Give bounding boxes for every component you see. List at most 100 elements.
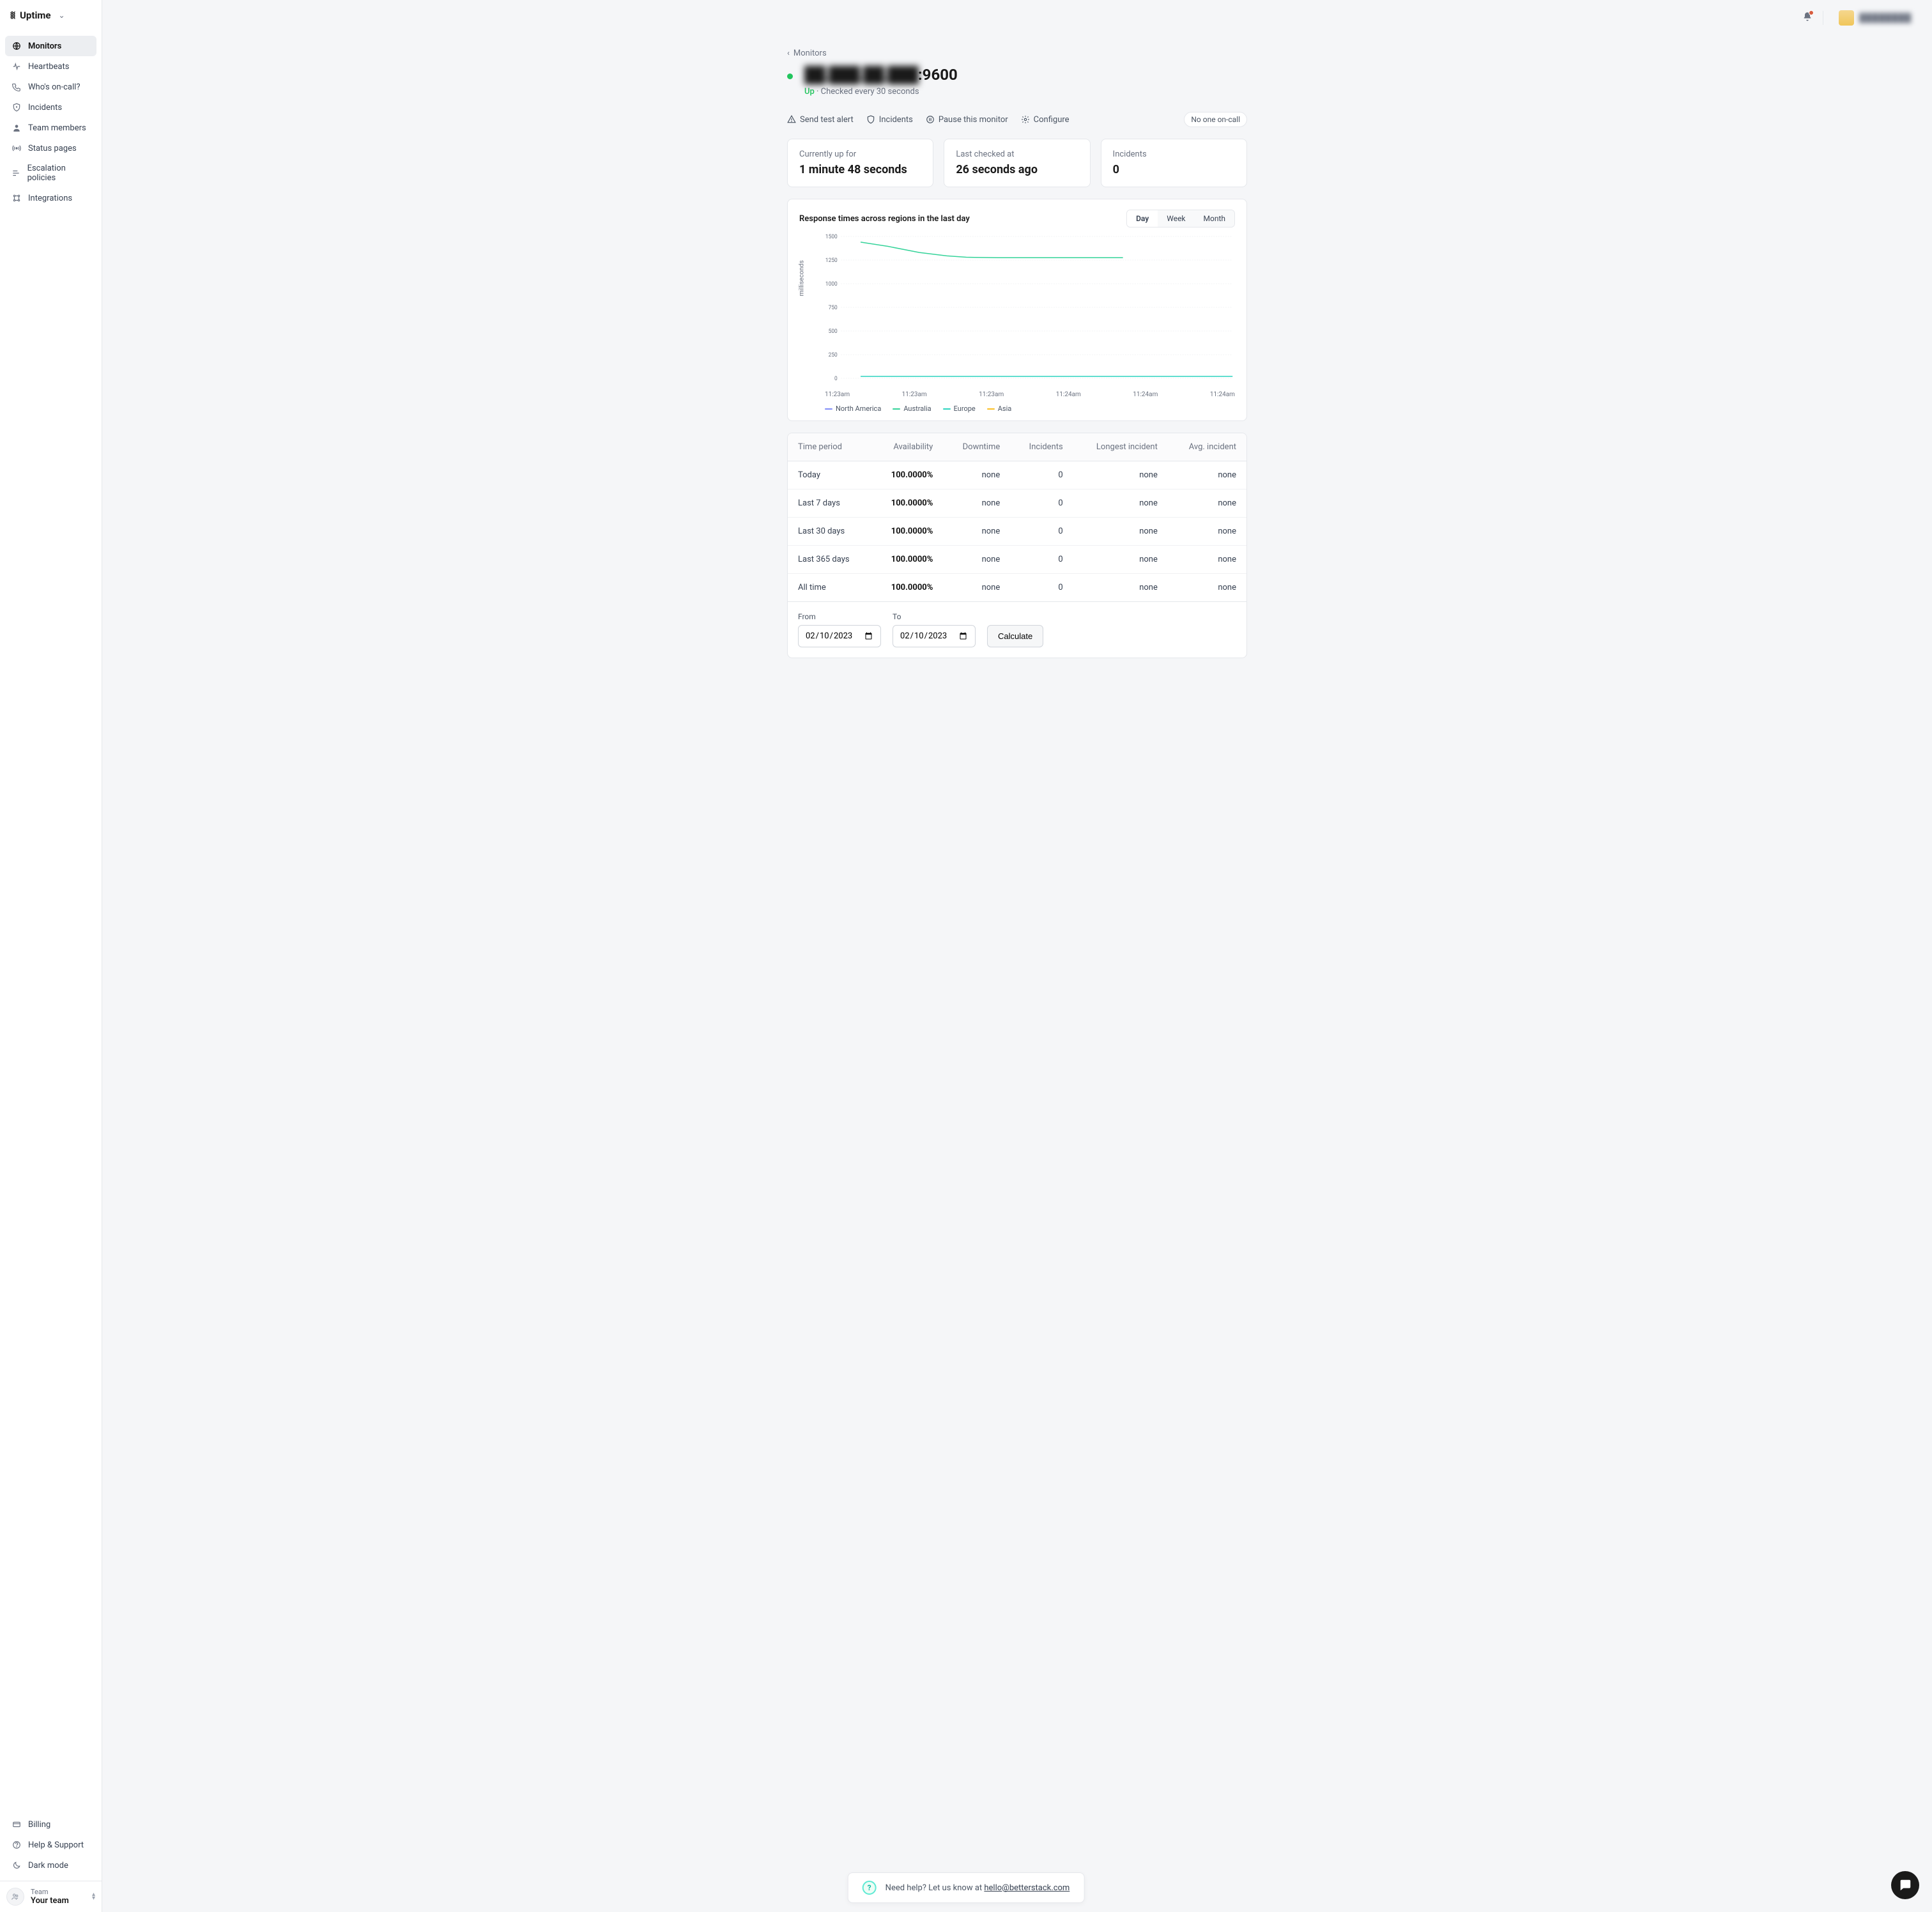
sidebar-item-team-members[interactable]: Team members — [5, 118, 96, 138]
stat-value: 0 — [1113, 163, 1235, 176]
sidebar-item-incidents[interactable]: Incidents — [5, 97, 96, 118]
nav-label: Status pages — [28, 144, 77, 153]
table-row: All time100.0000%none0nonenone — [788, 574, 1246, 602]
globe-icon — [12, 41, 22, 51]
calculate-button[interactable]: Calculate — [987, 625, 1043, 647]
pause-monitor-button[interactable]: Pause this monitor — [926, 115, 1008, 125]
table-cell: 100.0000% — [871, 574, 943, 602]
user-menu[interactable]: ████████ — [1834, 8, 1917, 28]
help-icon: ? — [862, 1881, 877, 1895]
table-header: Incidents — [1010, 433, 1073, 461]
table-cell: 0 — [1010, 518, 1073, 546]
notifications-button[interactable] — [1802, 12, 1813, 24]
table-row: Today100.0000%none0nonenone — [788, 461, 1246, 490]
chart-legend: North America Australia Europe Asia — [799, 398, 1235, 413]
availability-table: Time periodAvailabilityDowntimeIncidents… — [788, 433, 1246, 601]
sidebar-item-who-s-on-call-[interactable]: Who's on-call? — [5, 77, 96, 97]
table-cell: Today — [788, 461, 871, 490]
to-label: To — [893, 612, 976, 621]
sidebar-item-monitors[interactable]: Monitors — [5, 36, 96, 56]
help-banner: ? Need help? Let us know at hello@better… — [848, 1872, 1085, 1903]
stat-cards: Currently up for1 minute 48 secondsLast … — [787, 139, 1247, 187]
table-cell: 100.0000% — [871, 518, 943, 546]
svg-text:750: 750 — [829, 305, 838, 311]
configure-button[interactable]: Configure — [1021, 115, 1070, 125]
to-date-input[interactable] — [893, 625, 976, 647]
nav-label: Billing — [28, 1820, 50, 1830]
sort-icon: ▴▾ — [92, 1893, 95, 1900]
brand-switcher[interactable]: ⧙⧘⧙ Uptime ⌄ — [0, 0, 102, 31]
svg-text:250: 250 — [829, 352, 838, 358]
table-cell: none — [943, 518, 1010, 546]
legend-item[interactable]: North America — [825, 405, 881, 413]
table-cell: 0 — [1010, 461, 1073, 490]
x-tick: 11:23am — [825, 391, 850, 398]
response-time-chart-card: Response times across regions in the las… — [787, 199, 1247, 421]
team-label: Team — [31, 1888, 86, 1896]
x-tick: 11:23am — [979, 391, 1004, 398]
oncall-badge[interactable]: No one on-call — [1184, 112, 1247, 127]
svg-text:0: 0 — [834, 376, 838, 382]
stat-value: 1 minute 48 seconds — [799, 163, 921, 176]
nav-label: Incidents — [28, 103, 62, 112]
flow-icon — [12, 168, 21, 178]
notification-dot-icon — [1809, 10, 1814, 15]
brand-name: Uptime — [20, 10, 50, 21]
moon-icon — [12, 1860, 22, 1870]
range-week-button[interactable]: Week — [1158, 210, 1194, 227]
grid-icon — [12, 193, 22, 203]
legend-item[interactable]: Australia — [893, 405, 931, 413]
nav-label: Team members — [28, 123, 86, 133]
table-cell: Last 7 days — [788, 490, 871, 518]
legend-item[interactable]: Europe — [943, 405, 976, 413]
table-cell: 0 — [1010, 546, 1073, 574]
sidebar-item-integrations[interactable]: Integrations — [5, 188, 96, 208]
sidebar-item-help-support[interactable]: Help & Support — [5, 1835, 96, 1855]
range-month-button[interactable]: Month — [1195, 210, 1234, 227]
sidebar-item-dark-mode[interactable]: Dark mode — [5, 1855, 96, 1876]
table-row: Last 30 days100.0000%none0nonenone — [788, 518, 1246, 546]
legend-swatch-icon — [893, 408, 900, 410]
nav-label: Escalation policies — [27, 164, 90, 183]
phone-icon — [12, 82, 22, 92]
help-email-link[interactable]: hello@betterstack.com — [984, 1883, 1070, 1893]
team-avatar-icon — [6, 1888, 24, 1906]
sidebar-item-billing[interactable]: Billing — [5, 1814, 96, 1835]
chart-title: Response times across regions in the las… — [799, 214, 970, 224]
send-test-alert-button[interactable]: Send test alert — [787, 115, 854, 125]
availability-table-card: Time periodAvailabilityDowntimeIncidents… — [787, 433, 1247, 658]
table-row: Last 7 days100.0000%none0nonenone — [788, 490, 1246, 518]
team-switcher[interactable]: Team Your team ▴▾ — [0, 1881, 102, 1912]
range-day-button[interactable]: Day — [1127, 210, 1158, 227]
table-header: Availability — [871, 433, 943, 461]
legend-item[interactable]: Asia — [987, 405, 1012, 413]
help-text: Need help? Let us know at — [885, 1883, 985, 1893]
sidebar-item-heartbeats[interactable]: Heartbeats — [5, 56, 96, 77]
table-cell: none — [1073, 518, 1168, 546]
sidebar-item-status-pages[interactable]: Status pages — [5, 138, 96, 158]
pause-icon — [926, 115, 935, 124]
sidebar-item-escalation-policies[interactable]: Escalation policies — [5, 158, 96, 188]
breadcrumb-back[interactable]: ‹ Monitors — [787, 49, 1247, 58]
legend-swatch-icon — [987, 408, 995, 410]
table-cell: none — [1073, 546, 1168, 574]
table-header: Time period — [788, 433, 871, 461]
secondary-nav: Billing Help & SupportDark mode — [0, 1808, 102, 1881]
table-header: Avg. incident — [1168, 433, 1246, 461]
stat-label: Incidents — [1113, 150, 1235, 159]
shield-icon — [866, 115, 875, 124]
table-cell: none — [1168, 546, 1246, 574]
status-text: Up — [804, 87, 815, 96]
incidents-button[interactable]: Incidents — [866, 115, 913, 125]
chart-area: milliseconds 1500125010007505002500 — [817, 234, 1235, 387]
nav-label: Who's on-call? — [28, 82, 80, 92]
monitor-port: :9600 — [918, 66, 958, 84]
from-date-input[interactable] — [798, 625, 881, 647]
y-axis-label: milliseconds — [799, 260, 806, 296]
intercom-launcher[interactable] — [1891, 1871, 1919, 1899]
monitor-status-line: Up · Checked every 30 seconds — [804, 87, 1247, 96]
nav-label: Heartbeats — [28, 62, 69, 72]
x-tick: 11:24am — [1210, 391, 1235, 398]
primary-nav: Monitors Heartbeats Who's on-call? Incident… — [0, 31, 102, 1808]
table-cell: none — [1168, 490, 1246, 518]
